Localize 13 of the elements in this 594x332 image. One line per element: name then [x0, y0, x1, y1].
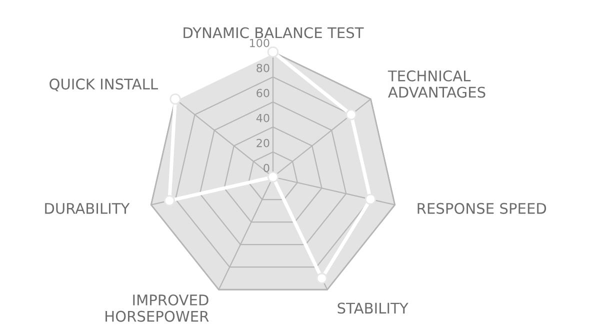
y-tick-label: 80	[256, 64, 270, 72]
y-tick-label: 0	[264, 164, 270, 172]
spoke-label: STABILITY	[338, 302, 408, 314]
y-tick-label: 20	[256, 138, 270, 148]
spoke-label: TECHNICAL ADVANTAGES	[388, 70, 486, 98]
y-tick-label: 60	[256, 88, 270, 98]
spoke-label: DURABILITY	[45, 203, 130, 214]
spoke-label: RESPONSE SPEED	[418, 202, 546, 214]
spoke-label: QUICK INSTALL	[50, 78, 158, 92]
y-tick-label: 100	[250, 38, 270, 48]
spoke-label: DYNAMIC BALANCE TEST	[184, 27, 364, 38]
y-tick-label: 40	[256, 114, 270, 122]
spoke-label: IMPROVED HORSEPOWER	[106, 294, 209, 322]
